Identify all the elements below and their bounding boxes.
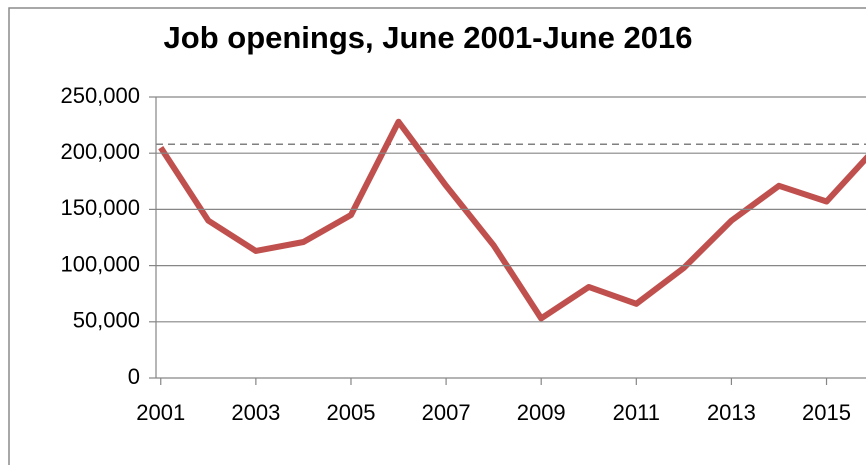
x-tick-label: 2015: [802, 400, 851, 425]
chart-title: Job openings, June 2001-June 2016: [164, 20, 693, 55]
y-tick-label: 50,000: [73, 308, 140, 333]
y-tick-label: 200,000: [60, 139, 140, 164]
y-tick-label: 250,000: [60, 83, 140, 108]
x-tick-label: 2001: [136, 400, 185, 425]
x-tick-label: 2013: [707, 400, 756, 425]
data-line: [158, 118, 866, 322]
y-tick-label: 150,000: [60, 195, 140, 220]
plot-area: [156, 118, 866, 322]
x-tick-label: 2009: [517, 400, 566, 425]
x-tick-label: 2005: [327, 400, 376, 425]
x-tick-label: 2003: [231, 400, 280, 425]
chart-frame: [8, 7, 866, 465]
y-tick-label: 0: [128, 364, 140, 389]
x-tick-label: 2007: [422, 400, 471, 425]
y-tick-label: 100,000: [60, 251, 140, 276]
x-tick-label: 2011: [613, 400, 660, 425]
